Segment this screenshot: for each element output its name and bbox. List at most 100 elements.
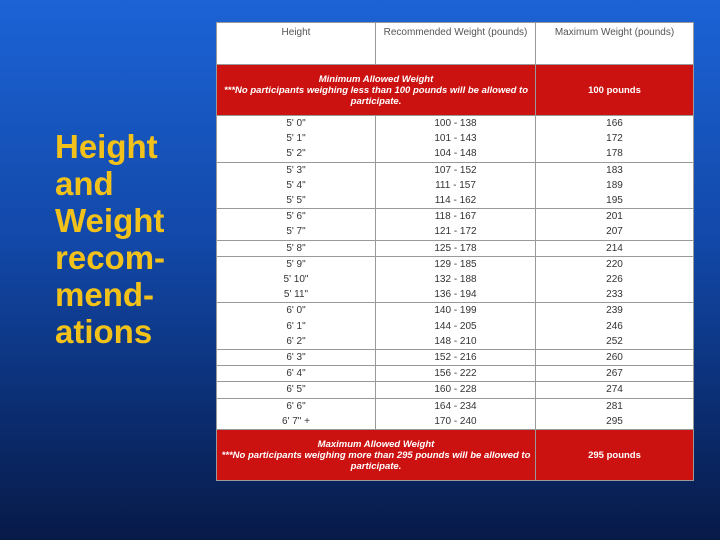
recommended-cell: 136 - 194 [375, 287, 536, 304]
table-header: Height Recommended Weight (pounds) Maxim… [216, 22, 694, 65]
maximum-cell: 172 [535, 131, 694, 147]
table-row: 5' 1" 101 - 143 172 [216, 131, 694, 147]
row-group: 5' 3" 107 - 152 183 5' 4" 111 - 157 189 5' 5" 1… [216, 162, 694, 210]
table-row: 5' 8" 125 - 178 214 [216, 240, 694, 257]
maximum-cell: 166 [535, 115, 694, 132]
height-cell: 6' 7" + [216, 413, 376, 431]
recommended-cell: 160 - 228 [375, 381, 536, 399]
slide-title: Height and Weight recom-mend-ations [55, 128, 165, 350]
maximum-cell: 183 [535, 162, 694, 178]
row-group: 5' 9" 129 - 185 220 5' 10" 132 - 188 226 5' 11… [216, 256, 694, 304]
maximum-cell: 189 [535, 177, 694, 194]
maximum-note: ***No participants weighing more than 29… [221, 449, 531, 472]
height-cell: 6' 0" [216, 302, 376, 319]
table-row: 5' 3" 107 - 152 183 [216, 162, 694, 178]
maximum-cell: 220 [535, 256, 694, 273]
table-row: 6' 3" 152 - 216 260 [216, 349, 694, 367]
row-group: 6' 4" 156 - 222 267 [216, 365, 694, 383]
recommended-cell: 152 - 216 [375, 349, 536, 367]
title-line: ations [55, 313, 153, 350]
weight-table: Height Recommended Weight (pounds) Maxim… [216, 22, 694, 482]
recommended-cell: 148 - 210 [375, 333, 536, 351]
header-cell: Height [216, 22, 376, 65]
row-group: 6' 5" 160 - 228 274 [216, 381, 694, 399]
maximum-section: Maximum Allowed Weight ***No participants… [216, 429, 694, 482]
height-cell: 5' 8" [216, 240, 376, 257]
height-cell: 5' 9" [216, 256, 376, 273]
title-line: Height [55, 128, 158, 165]
height-cell: 6' 2" [216, 333, 376, 351]
header-cell: Recommended Weight (pounds) [375, 22, 536, 65]
recommended-cell: 140 - 199 [375, 302, 536, 319]
recommended-cell: 132 - 188 [375, 272, 536, 288]
maximum-cell: 267 [535, 365, 694, 383]
maximum-cell: 195 [535, 193, 694, 210]
maximum-text: Maximum Allowed Weight ***No participants… [216, 429, 536, 482]
maximum-cell: 281 [535, 398, 694, 414]
table-row: 5' 2" 104 - 148 178 [216, 146, 694, 163]
recommended-cell: 111 - 157 [375, 177, 536, 194]
recommended-cell: 114 - 162 [375, 193, 536, 210]
height-cell: 6' 1" [216, 318, 376, 334]
title-line: Weight [55, 202, 165, 239]
recommended-cell: 104 - 148 [375, 146, 536, 163]
maximum-cell: 201 [535, 208, 694, 225]
title-line: mend- [55, 276, 154, 313]
maximum-cell: 239 [535, 302, 694, 319]
maximum-title: Maximum Allowed Weight [317, 438, 435, 450]
height-cell: 6' 6" [216, 398, 376, 414]
recommended-cell: 125 - 178 [375, 240, 536, 257]
maximum-cell: 178 [535, 146, 694, 163]
height-cell: 5' 3" [216, 162, 376, 178]
header-cell: Maximum Weight (pounds) [535, 22, 694, 65]
minimum-note: ***No participants weighing less than 10… [223, 84, 529, 107]
maximum-cell: 207 [535, 224, 694, 241]
table-row: 5' 10" 132 - 188 226 [216, 272, 694, 288]
table-row: 6' 7" +170 - 240 295 [216, 413, 694, 431]
recommended-cell: 144 - 205 [375, 318, 536, 334]
height-cell: 5' 2" [216, 146, 376, 163]
maximum-cell: 233 [535, 287, 694, 304]
maximum-cell: 295 [535, 413, 694, 431]
height-cell: 5' 0" [216, 115, 376, 132]
title-line: recom- [55, 239, 166, 276]
table-row: 5' 7" 121 - 172 207 [216, 224, 694, 241]
maximum-cell: 246 [535, 318, 694, 334]
height-cell: 5' 7" [216, 224, 376, 241]
minimum-text: Minimum Allowed Weight ***No participants… [216, 64, 536, 116]
recommended-cell: 129 - 185 [375, 256, 536, 273]
minimum-section: Minimum Allowed Weight ***No participants… [216, 64, 694, 116]
height-cell: 6' 3" [216, 349, 376, 367]
row-group: 5' 0" 100 - 138 166 5' 1" 101 - 143 172 5' 2" 1… [216, 115, 694, 163]
maximum-cell: 274 [535, 381, 694, 399]
minimum-value: 100 pounds [535, 64, 694, 116]
height-cell: 5' 4" [216, 177, 376, 194]
height-cell: 5' 5" [216, 193, 376, 210]
table-row: 5' 9" 129 - 185 220 [216, 256, 694, 273]
table-row: 6' 4" 156 - 222 267 [216, 365, 694, 383]
recommended-cell: 107 - 152 [375, 162, 536, 178]
recommended-cell: 170 - 240 [375, 413, 536, 431]
title-line: and [55, 165, 114, 202]
height-cell: 6' 5" [216, 381, 376, 399]
table-row: 6' 5" 160 - 228 274 [216, 381, 694, 399]
maximum-value: 295 pounds [535, 429, 694, 482]
table-row: 6' 0" 140 - 199 239 [216, 302, 694, 319]
height-cell: 6' 4" [216, 365, 376, 383]
recommended-cell: 121 - 172 [375, 224, 536, 241]
height-cell: 5' 6" [216, 208, 376, 225]
height-cell: 5' 1" [216, 131, 376, 147]
row-group: 5' 8" 125 - 178 214 [216, 240, 694, 257]
table-row: 5' 0" 100 - 138 166 [216, 115, 694, 132]
maximum-cell: 226 [535, 272, 694, 288]
table-row: 6' 1" 144 - 205 246 [216, 318, 694, 334]
row-group: 5' 6" 118 - 167 201 5' 7" 121 - 172 207 [216, 208, 694, 241]
row-group: 6' 3" 152 - 216 260 [216, 349, 694, 367]
minimum-title: Minimum Allowed Weight [318, 73, 434, 85]
maximum-cell: 214 [535, 240, 694, 257]
row-group: 6' 0" 140 - 199 239 6' 1" 144 - 205 246 6' 2" 1… [216, 302, 694, 351]
table-row: 5' 6" 118 - 167 201 [216, 208, 694, 225]
maximum-cell: 260 [535, 349, 694, 367]
table-row: 5' 5" 114 - 162 195 [216, 193, 694, 210]
